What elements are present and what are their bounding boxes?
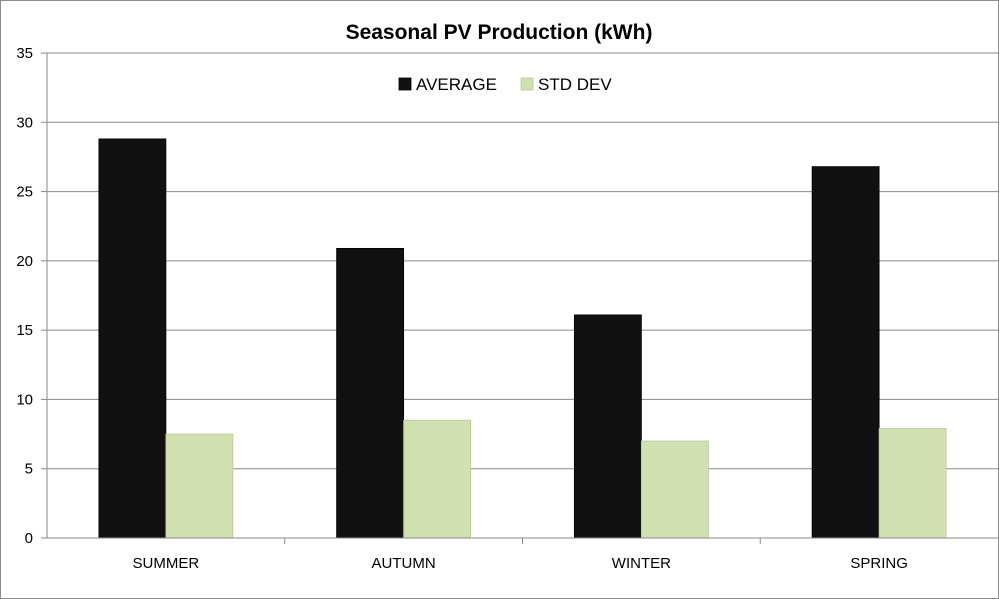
legend-swatch: [520, 77, 534, 91]
x-tick-label: SUMMER: [133, 555, 200, 572]
bar-std-dev-summer: [165, 433, 234, 539]
y-tick-label: 10: [16, 391, 33, 408]
bar-average-spring: [811, 166, 880, 539]
y-tick-label: 5: [25, 461, 33, 478]
legend: AVERAGE STD DEV: [398, 75, 612, 94]
chart-title: Seasonal PV Production (kWh): [346, 21, 653, 44]
bar-std-dev-spring: [878, 428, 947, 539]
x-tick-label: WINTER: [612, 555, 671, 572]
x-tick-label: SPRING: [850, 555, 908, 572]
bar-std-dev-winter: [640, 440, 709, 539]
y-tick-label: 25: [16, 184, 33, 201]
axes: 0 5 10 15 20 25 30 35 SUMMER AUTUMN WINTER SPRING: [16, 45, 998, 572]
y-tick-label: 30: [16, 114, 33, 131]
bar-average-summer: [98, 138, 167, 539]
y-tick-label: 0: [25, 530, 33, 547]
legend-label: AVERAGE: [416, 75, 497, 94]
bar-average-winter: [573, 314, 642, 539]
legend-swatch: [398, 77, 412, 91]
y-tick-label: 35: [16, 45, 33, 62]
x-tick-label: AUTUMN: [372, 555, 436, 572]
legend-label: STD DEV: [538, 75, 612, 94]
gridlines: [47, 52, 998, 470]
y-tick-label: 20: [16, 253, 33, 270]
bars: [98, 138, 947, 539]
bar-average-autumn: [336, 247, 405, 539]
y-tick-label: 15: [16, 322, 33, 339]
bar-std-dev-autumn: [403, 419, 472, 539]
